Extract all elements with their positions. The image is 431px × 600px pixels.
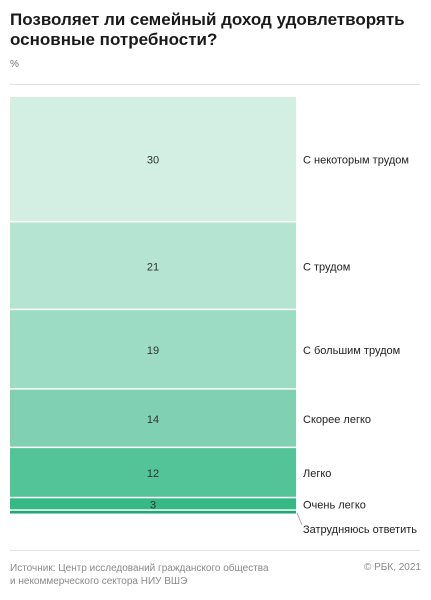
unit-label: % bbox=[10, 59, 19, 70]
source-note: Источник: Центр исследований гражданског… bbox=[10, 562, 310, 588]
source-line-1: Источник: Центр исследований гражданског… bbox=[10, 563, 269, 574]
footer-divider bbox=[10, 550, 420, 551]
chart-title-line-2: основные потребности? bbox=[10, 30, 218, 49]
category-label-7: Затрудняюсь ответить bbox=[303, 524, 417, 536]
value-label-4: 14 bbox=[147, 414, 159, 426]
category-label-2: С трудом bbox=[303, 261, 350, 273]
leader-line bbox=[296, 512, 303, 526]
bar-segment-1 bbox=[10, 97, 296, 221]
value-label-3: 19 bbox=[147, 345, 159, 357]
value-label-1: 30 bbox=[147, 155, 159, 167]
value-label-2: 21 bbox=[147, 261, 159, 273]
copyright: © РБК, 2021 bbox=[363, 562, 421, 573]
bar-segment-2 bbox=[10, 222, 296, 309]
bar-segment-4 bbox=[10, 389, 296, 447]
source-line-2: и некоммерческого сектора НИУ ВШЭ bbox=[10, 576, 188, 587]
category-label-6: Очень легко bbox=[303, 500, 366, 512]
category-label-1: С некоторым трудом bbox=[303, 155, 409, 167]
category-label-5: Легко bbox=[303, 468, 331, 480]
chart-title-line-1: Позволяет ли семейный доход удовлетворят… bbox=[10, 10, 405, 29]
chart-title: Позволяет ли семейный доход удовлетворят… bbox=[10, 10, 425, 50]
bar-segment-3 bbox=[10, 310, 296, 389]
bar-segment-5 bbox=[10, 448, 296, 497]
bar-segment-6 bbox=[10, 498, 296, 510]
category-label-3: С большим трудом bbox=[303, 345, 400, 357]
top-rule bbox=[10, 84, 420, 85]
value-label-6: 3 bbox=[150, 500, 156, 512]
bar-segment-7 bbox=[10, 510, 296, 514]
category-label-4: Скорее легко bbox=[303, 414, 371, 426]
value-label-5: 12 bbox=[147, 468, 159, 480]
